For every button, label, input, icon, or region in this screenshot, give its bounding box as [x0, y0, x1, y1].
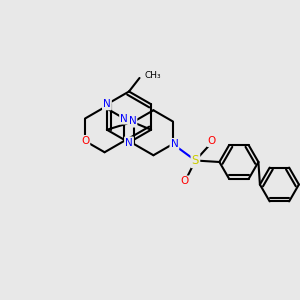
Text: N: N — [103, 99, 111, 109]
Text: O: O — [181, 176, 189, 187]
Text: O: O — [208, 136, 216, 146]
Text: N: N — [129, 116, 136, 127]
Text: N: N — [125, 137, 133, 148]
Text: CH₃: CH₃ — [145, 70, 161, 80]
Text: N: N — [120, 113, 128, 124]
Text: N: N — [170, 139, 178, 149]
Text: O: O — [81, 136, 89, 146]
Text: S: S — [192, 154, 199, 167]
